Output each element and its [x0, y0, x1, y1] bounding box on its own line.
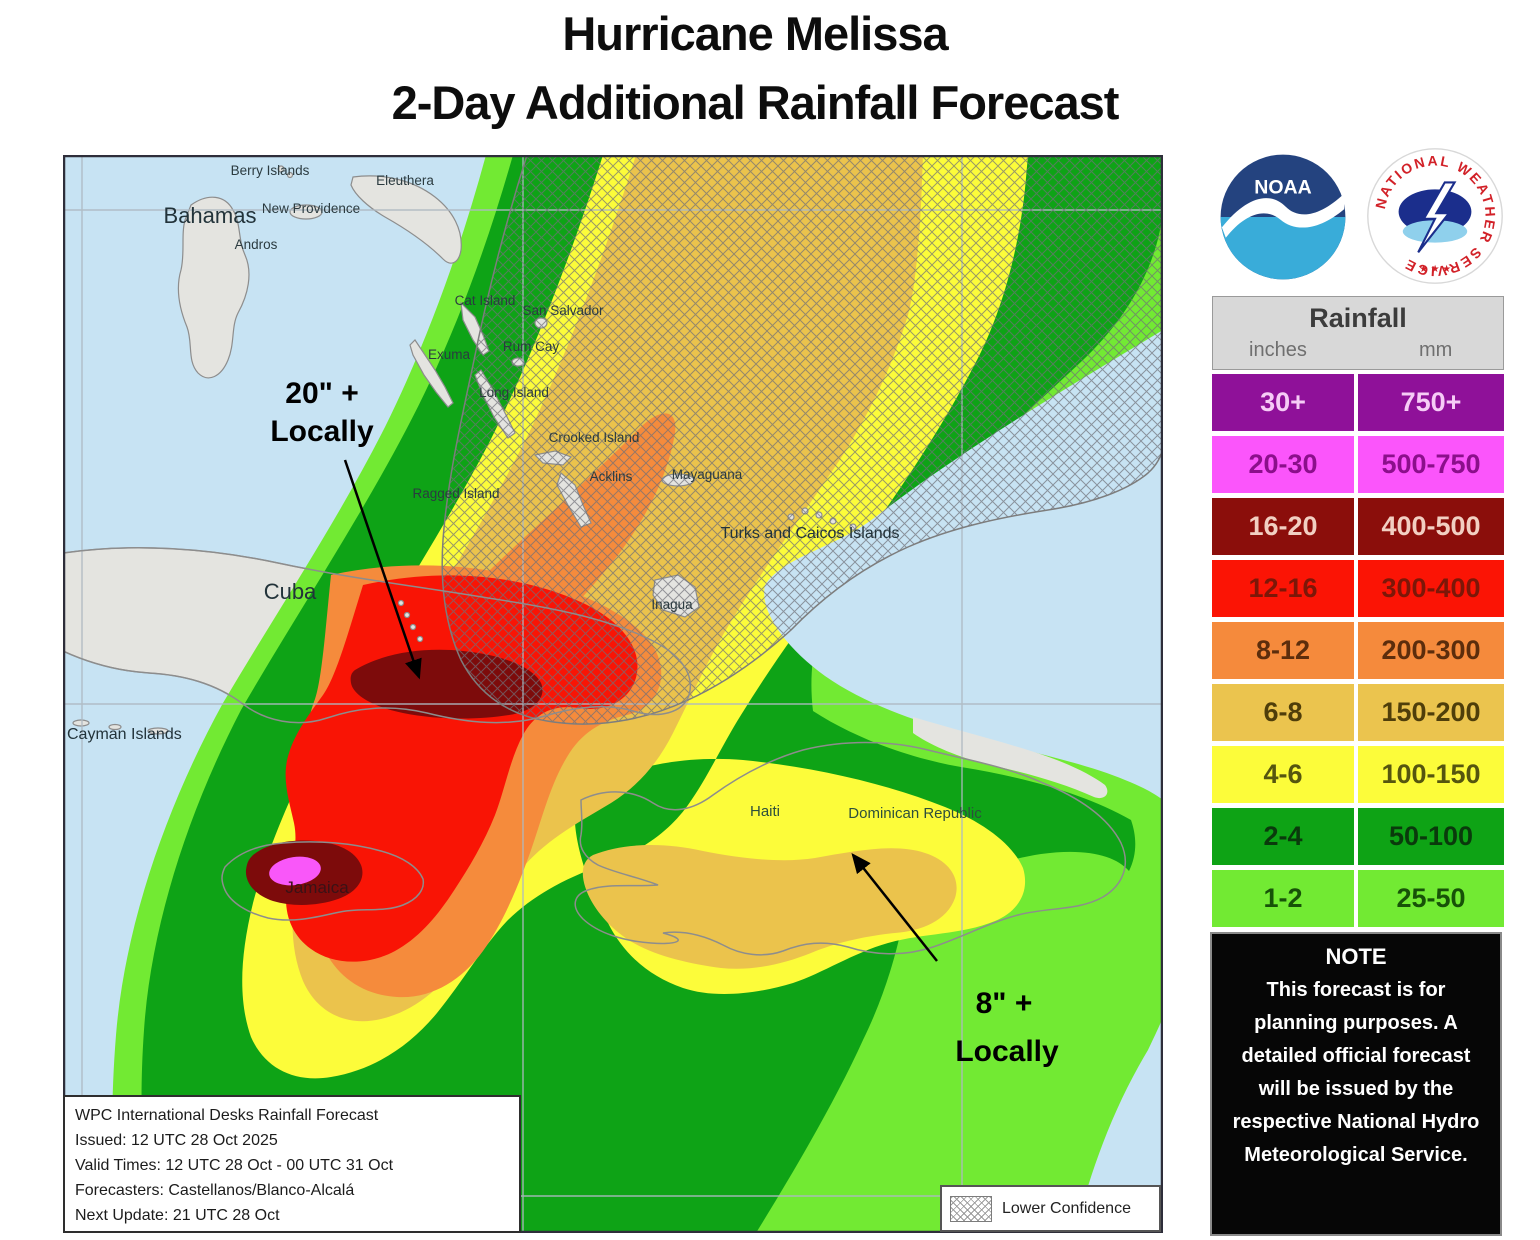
note-body: This forecast is for planning purposes. …	[1232, 979, 1480, 1166]
label-exuma: Exuma	[428, 347, 471, 362]
label-jamaica: Jamaica	[285, 878, 349, 897]
label-turks-and-caicos: Turks and Caicos Islands	[720, 525, 899, 542]
legend-cell-inches: 2-4	[1212, 808, 1354, 865]
legend-cell-mm: 200-300	[1358, 622, 1504, 679]
label-long-island: Long Island	[479, 385, 549, 400]
info-line-next-update: Next Update: 21 UTC 28 Oct	[75, 1207, 280, 1224]
legend-cell-mm: 100-150	[1358, 746, 1504, 803]
label-berry-islands: Berry Islands	[231, 163, 310, 178]
label-mayaguana: Mayaguana	[672, 467, 743, 482]
info-line-source: WPC International Desks Rainfall Forecas…	[75, 1107, 379, 1124]
label-inagua: Inagua	[651, 597, 693, 612]
forecast-info-box: WPC International Desks Rainfall Forecas…	[63, 1095, 521, 1233]
legend-cell-inches: 4-6	[1212, 746, 1354, 803]
page-title: Hurricane Melissa 2-Day Additional Rainf…	[0, 0, 1510, 130]
note-title: NOTE	[1325, 944, 1387, 969]
legend-cell-mm: 25-50	[1358, 870, 1504, 927]
label-andros: Andros	[235, 237, 278, 252]
nws-stars: ★ ★ ★	[1419, 264, 1451, 275]
legend-title: Rainfall	[1309, 303, 1407, 333]
legend-col-mm: mm	[1419, 339, 1453, 361]
legend-cell-inches: 20-30	[1212, 436, 1354, 493]
info-line-valid: Valid Times: 12 UTC 28 Oct - 00 UTC 31 O…	[75, 1157, 394, 1174]
label-dominican-republic: Dominican Republic	[848, 805, 982, 822]
label-haiti: Haiti	[750, 803, 780, 820]
annotation-20in-line2: Locally	[270, 415, 374, 448]
label-cat-island: Cat Island	[455, 293, 516, 308]
legend-cell-mm: 300-400	[1358, 560, 1504, 617]
legend-cell-mm: 750+	[1358, 374, 1504, 431]
arrow-20in	[343, 459, 422, 680]
crosshatch-swatch-icon	[950, 1195, 992, 1222]
label-cayman-islands: Cayman Islands	[67, 726, 182, 743]
legend-col-inches: inches	[1249, 339, 1307, 361]
lower-confidence-legend: Lower Confidence	[940, 1185, 1161, 1232]
annotation-20in-locally: 20" + Locally	[270, 377, 422, 680]
label-bahamas: Bahamas	[164, 203, 257, 228]
noaa-lower-sky	[1220, 217, 1346, 280]
legend-cell-inches: 16-20	[1212, 498, 1354, 555]
legend-cell-mm: 500-750	[1358, 436, 1504, 493]
label-eleuthera: Eleuthera	[376, 173, 434, 188]
arrow-8in	[851, 853, 938, 962]
noaa-logo: NOAA	[1220, 154, 1346, 280]
map-frame	[63, 155, 1163, 1233]
rainfall-legend-header: Rainfall inches mm	[1212, 296, 1504, 370]
info-line-issued: Issued: 12 UTC 28 Oct 2025	[75, 1132, 278, 1149]
noaa-seagull-icon	[1221, 193, 1345, 238]
legend-cell-inches: 8-12	[1212, 622, 1354, 679]
legend-cell-inches: 30+	[1212, 374, 1354, 431]
forecast-map: Bahamas Berry Islands Eleuthera New Prov…	[63, 155, 1163, 1233]
nws-logo: NATIONAL WEATHER SERVICE ★ ★ ★	[1367, 148, 1503, 284]
annotation-20in-line1: 20" +	[285, 377, 358, 410]
rain-band-20-30in	[269, 856, 321, 886]
info-line-forecasters: Forecasters: Castellanos/Blanco-Alcalá	[75, 1182, 355, 1199]
label-acklins: Acklins	[590, 469, 633, 484]
legend-cell-inches: 6-8	[1212, 684, 1354, 741]
label-new-providence: New Providence	[262, 201, 360, 216]
legend-cell-mm: 50-100	[1358, 808, 1504, 865]
noaa-wordmark: NOAA	[1254, 177, 1311, 199]
coastlines	[63, 547, 1126, 956]
nws-lightning-icon	[1417, 181, 1457, 254]
legend-cell-inches: 12-16	[1212, 560, 1354, 617]
label-san-salvador: San Salvador	[522, 303, 604, 318]
label-crooked-island: Crooked Island	[549, 430, 640, 445]
lower-confidence-region	[441, 155, 1163, 725]
legend-cell-mm: 400-500	[1358, 498, 1504, 555]
annotation-8in-line2: Locally	[955, 1035, 1059, 1068]
legend-cell-inches: 1-2	[1212, 870, 1354, 927]
legend-cell-mm: 150-200	[1358, 684, 1504, 741]
note-box: NOTE This forecast is for planning purpo…	[1210, 932, 1502, 1236]
annotation-8in-locally: 8" + Locally	[851, 853, 1059, 1068]
annotation-8in-line1: 8" +	[976, 987, 1033, 1020]
lower-confidence-label: Lower Confidence	[1002, 1199, 1131, 1217]
caribbean-water-corner	[1075, 1017, 1163, 1233]
title-line-2: 2-Day Additional Rainfall Forecast	[391, 76, 1120, 129]
label-rum-cay: Rum Cay	[503, 339, 560, 354]
label-cuba: Cuba	[264, 579, 317, 604]
label-ragged-island: Ragged Island	[412, 486, 499, 501]
title-line-1: Hurricane Melissa	[562, 7, 948, 60]
